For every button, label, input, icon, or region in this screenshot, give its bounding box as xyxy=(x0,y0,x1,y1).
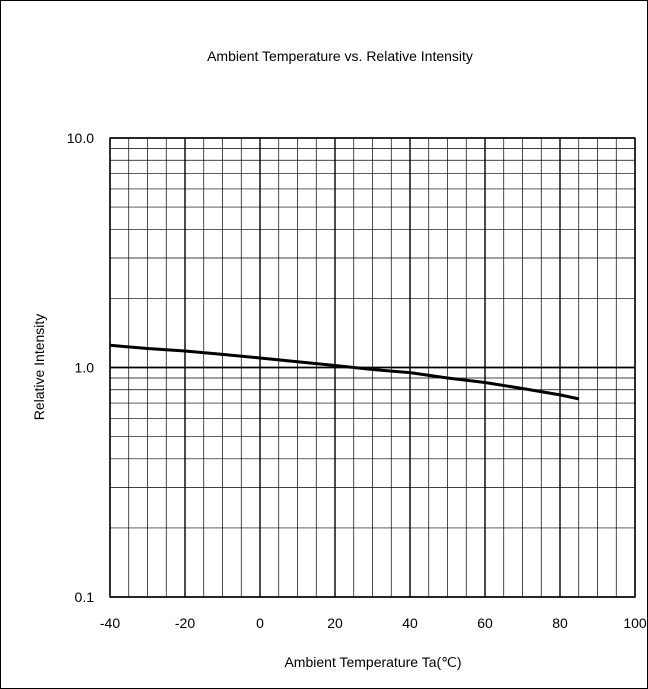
chart-title: Ambient Temperature vs. Relative Intensi… xyxy=(207,48,473,64)
x-tick-label: -20 xyxy=(175,615,195,631)
x-tick-label: 40 xyxy=(402,615,418,631)
x-tick-label: 60 xyxy=(477,615,493,631)
grid xyxy=(109,137,636,598)
x-tick-label: 0 xyxy=(256,615,264,631)
x-tick-label: -40 xyxy=(100,615,120,631)
y-axis-label: Relative Intensity xyxy=(31,314,47,421)
series-line xyxy=(109,343,580,401)
x-axis-label: Ambient Temperature Ta(℃) xyxy=(284,654,461,670)
x-tick-label: 80 xyxy=(552,615,568,631)
y-tick-label: 0.1 xyxy=(75,589,95,605)
tick-labels: -40 -20 0 20 40 60 80 100 0.1 1.0 10.0 xyxy=(67,130,647,631)
x-tick-label: 100 xyxy=(623,615,647,631)
plot-area-border xyxy=(109,137,636,598)
series-group xyxy=(109,343,580,401)
x-tick-label: 20 xyxy=(327,615,343,631)
y-tick-label: 10.0 xyxy=(67,130,94,146)
y-tick-label: 1.0 xyxy=(75,360,95,376)
